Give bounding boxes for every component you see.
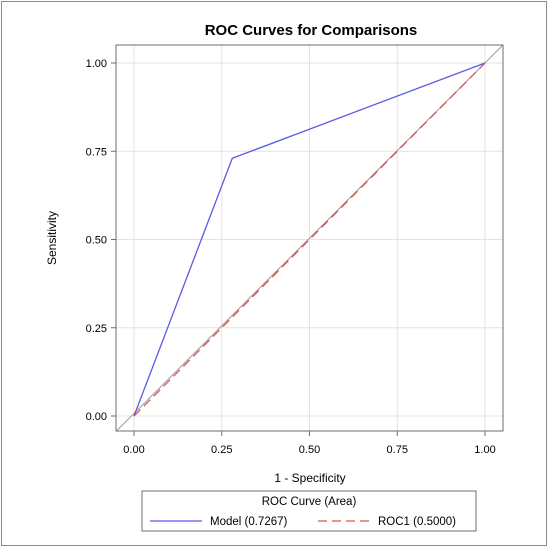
x-axis-label: 1 - Specificity: [274, 471, 345, 485]
y-tick-label: 1.00: [86, 58, 107, 70]
x-axis-ticks: 0.00 0.25 0.50 0.75 1.00: [123, 431, 496, 456]
x-tick-label: 0.00: [123, 444, 144, 456]
legend-items: Model (0.7267) ROC1 (0.5000): [150, 516, 456, 528]
reference-line: [116, 44, 503, 432]
legend-title: ROC Curve (Area): [262, 496, 357, 508]
legend-box: [141, 490, 477, 532]
series-lines: [133, 62, 486, 417]
legend-label-model: Model (0.7267): [210, 516, 288, 528]
reference-diagonal: [116, 44, 503, 432]
chart-title: ROC Curves for Comparisons: [205, 22, 418, 39]
x-tick-label: 0.25: [211, 444, 232, 456]
x-tick-label: 0.75: [387, 444, 408, 456]
x-tick-label: 0.50: [299, 444, 320, 456]
series-line-model: [133, 62, 486, 417]
legend-label-roc1: ROC1 (0.5000): [378, 516, 456, 528]
y-tick-label: 0.50: [86, 235, 107, 247]
series-line-roc1: [133, 62, 486, 417]
grid-lines: [116, 45, 503, 431]
x-tick-label: 1.00: [474, 444, 495, 456]
y-axis-ticks: 0.00 0.25 0.50 0.75 1.00: [86, 58, 116, 423]
y-tick-label: 0.25: [86, 323, 107, 335]
y-tick-label: 0.75: [86, 146, 107, 158]
y-axis-label: Sensitivity: [45, 211, 59, 265]
legend: ROC Curve (Area) Model (0.7267) ROC1 (0.5…: [141, 490, 477, 532]
y-tick-label: 0.00: [86, 411, 107, 423]
